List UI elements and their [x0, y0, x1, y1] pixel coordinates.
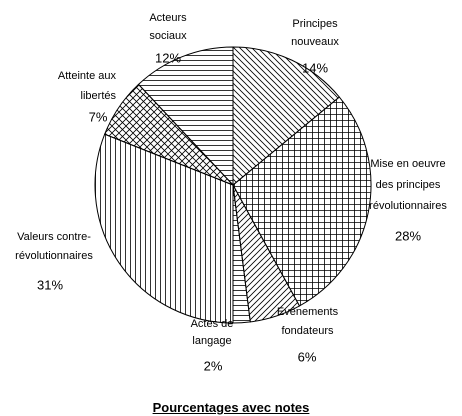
- pie-slice: [94, 133, 234, 324]
- slice-label: Mise en oeuvre des principes révolutionn…: [369, 158, 447, 212]
- slice-label: Principes nouveaux: [291, 18, 339, 48]
- pie-slice: [137, 46, 234, 187]
- value-label: 28%: [394, 228, 422, 244]
- value-label: 7%: [88, 109, 108, 125]
- value-label: 31%: [36, 277, 64, 293]
- value-label: 14%: [301, 60, 329, 76]
- value-label: 2%: [203, 358, 223, 374]
- slice-label: Valeurs contre-révolutionnaires: [15, 231, 93, 262]
- pie-slice: [232, 96, 372, 307]
- value-label: 6%: [297, 349, 317, 365]
- slice-label: Actes de langage: [190, 318, 234, 347]
- value-label: 12%: [154, 50, 182, 66]
- chart-title: Pourcentages avec notes: [152, 400, 310, 415]
- slice-label: Atteinte aux libertés: [57, 70, 116, 102]
- slice-label: Acteurs sociaux: [149, 12, 187, 42]
- slice-label: Evénements fondateurs: [276, 306, 339, 337]
- pie-slice: [232, 46, 341, 187]
